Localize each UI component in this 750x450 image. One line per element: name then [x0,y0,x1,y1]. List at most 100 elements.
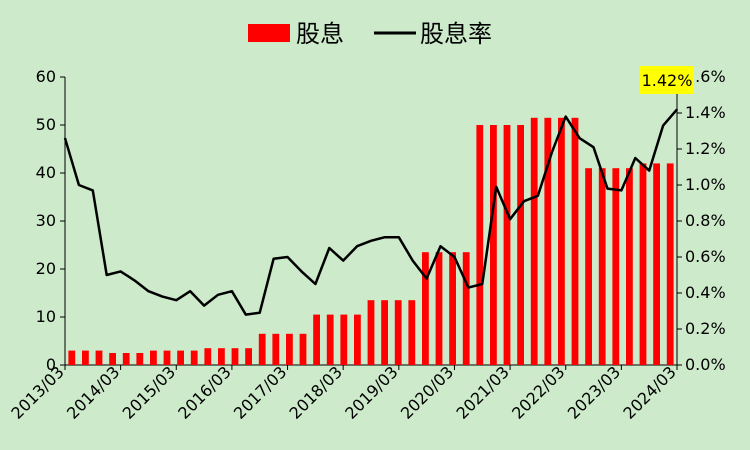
dividend-yield-point [481,283,484,285]
dividend-yield-point [523,200,525,202]
dividend-bar [122,353,130,365]
legend-swatch-bar [248,24,290,42]
y-right-tick-label: 0.2% [685,319,726,338]
dividend-bar [571,117,579,365]
y-left-tick-label: 50 [36,115,56,134]
x-tick-label: 2022/03 [508,362,568,422]
dividend-bar [258,333,266,365]
x-tick-label: 2017/03 [230,362,290,422]
dividend-bar [585,168,592,365]
dividend-yield-point [439,245,442,247]
annotation-label: 1.42% [642,71,693,90]
dividend-yield-point [314,283,317,285]
dividend-bar [82,350,89,365]
dividend-bar [272,333,280,365]
dividend-yield-point [551,151,553,154]
dividend-yield-point [370,240,372,242]
dividend-bar [490,125,497,365]
dividend-bar [530,117,538,365]
dividend-yield-point [606,187,609,190]
dividend-bar [598,168,606,365]
dividend-bar [245,348,252,365]
dividend-yield-point [592,146,595,148]
plot-area: 0 10 20 30 40 50 60 0.0% 0.2% 0.4% 0.6% 0.8% 1.0% 1.2… [7,66,726,423]
dividend-yield-point [509,218,511,220]
dividend-yield-point [537,195,539,197]
legend: 股息 股息率 [248,20,492,48]
dividend-yield-point [245,313,247,316]
x-tick-label: 2013/03 [7,362,67,422]
legend-label-line: 股息率 [420,20,492,48]
dividend-bar [95,350,103,365]
y-right-tick-label: 1.4% [685,103,726,122]
dividend-yield-point [300,270,303,273]
dividend-yield-point [676,108,678,111]
dividend-bar [231,348,239,365]
dividend-yield-point [119,270,122,273]
dividend-bar [666,163,674,365]
y-right-tick-label: 0.4% [685,283,726,302]
dividend-bar [313,314,320,365]
dividend-bar [558,117,565,365]
dividend-bar [394,300,402,365]
dividend-yield-point [92,189,94,192]
dividend-bar [517,125,524,365]
dividend-yield-point [564,115,567,118]
dividend-yield-point [189,290,191,293]
y-left-tick-label: 0 [46,355,56,374]
y-right-tick-label: 0.8% [685,211,726,230]
legend-label-bar: 股息 [296,20,344,48]
dividend-yield-point [286,256,289,258]
dividend-yield-point [578,137,581,139]
dividend-bar [422,252,429,365]
dividend-yield-point [411,259,414,262]
dividend-yield-point [78,184,80,186]
dividend-bar [326,314,334,365]
dividend-yield-point [105,274,108,276]
y-left-tick-label: 30 [36,211,56,230]
dividend-yield-point [203,304,205,307]
x-tick-label: 2019/03 [341,362,401,422]
annotation-box [640,66,694,94]
dividend-yield-point [328,247,331,249]
dividend-bar [408,300,416,365]
y-left-tick-label: 60 [36,67,56,86]
y-right-tick-label: 1.6% [685,67,726,86]
x-tick-label: 2023/03 [564,362,624,422]
dividend-bar [299,333,307,365]
dividend-yield-point [425,277,428,280]
dividend-bar [340,314,348,365]
dividend-yield-point [272,258,275,260]
dividend-yield-point [384,236,386,238]
dividend-yield-point [662,124,664,127]
y-right-tick-label: 0.0% [685,355,726,374]
dividend-bar [150,350,157,365]
dividend-bar [204,348,212,365]
y-right-tick-label: 0.6% [685,247,726,266]
dividend-bar [136,353,144,365]
dividend-bar [462,252,470,365]
x-tick-label: 2015/03 [119,362,179,422]
dividend-yield-point [620,189,623,192]
y-right-tick-label: 1.0% [685,175,726,194]
x-tick-label: 2016/03 [174,362,234,422]
dividend-yield-point [467,286,470,289]
dividend-yield-point [64,137,66,139]
dividend-bar [612,168,620,365]
dividend-bar [354,314,361,365]
y-left-tick-label: 20 [36,259,56,278]
dividend-bar [476,125,484,365]
y-left-tick-label: 40 [36,163,56,182]
dividend-bar [381,300,388,365]
x-tick-label: 2024/03 [619,362,679,422]
dividend-yield-point [258,312,261,314]
x-tick-label: 2021/03 [452,362,512,422]
dividend-bar [190,350,198,365]
dividend-yield-point [398,236,400,238]
dividend-yield-point [217,294,219,296]
x-tick-label: 2020/03 [397,362,457,422]
dividend-bar [367,300,375,365]
dividend-bar [109,353,116,365]
dividend-bar [177,350,184,365]
